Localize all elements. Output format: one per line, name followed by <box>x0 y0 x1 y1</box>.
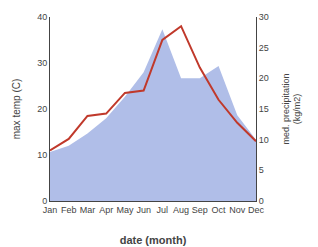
svg-text:Sep: Sep <box>192 205 208 215</box>
svg-text:5: 5 <box>259 165 264 175</box>
svg-text:0: 0 <box>42 196 47 206</box>
svg-text:Oct: Oct <box>212 205 227 215</box>
svg-text:20: 20 <box>259 73 269 83</box>
svg-text:10: 10 <box>259 135 269 145</box>
svg-text:Feb: Feb <box>61 205 77 215</box>
svg-text:Jun: Jun <box>136 205 151 215</box>
svg-text:date (month): date (month) <box>120 234 187 246</box>
svg-text:med. precipitation(kg/m2): med. precipitation(kg/m2) <box>281 73 303 144</box>
svg-text:30: 30 <box>37 58 47 68</box>
svg-text:Apr: Apr <box>99 205 113 215</box>
svg-text:Jan: Jan <box>43 205 58 215</box>
svg-text:40: 40 <box>37 12 47 22</box>
svg-text:max temp (C): max temp (C) <box>11 79 22 140</box>
svg-text:Aug: Aug <box>173 205 189 215</box>
svg-text:May: May <box>116 205 134 215</box>
svg-text:25: 25 <box>259 43 269 53</box>
svg-text:Dec: Dec <box>248 205 265 215</box>
svg-text:10: 10 <box>37 150 47 160</box>
svg-text:30: 30 <box>259 12 269 22</box>
svg-text:0: 0 <box>259 196 264 206</box>
svg-text:20: 20 <box>37 104 47 114</box>
svg-text:15: 15 <box>259 104 269 114</box>
svg-text:Mar: Mar <box>80 205 96 215</box>
svg-text:Nov: Nov <box>229 205 246 215</box>
svg-text:Jul: Jul <box>157 205 169 215</box>
